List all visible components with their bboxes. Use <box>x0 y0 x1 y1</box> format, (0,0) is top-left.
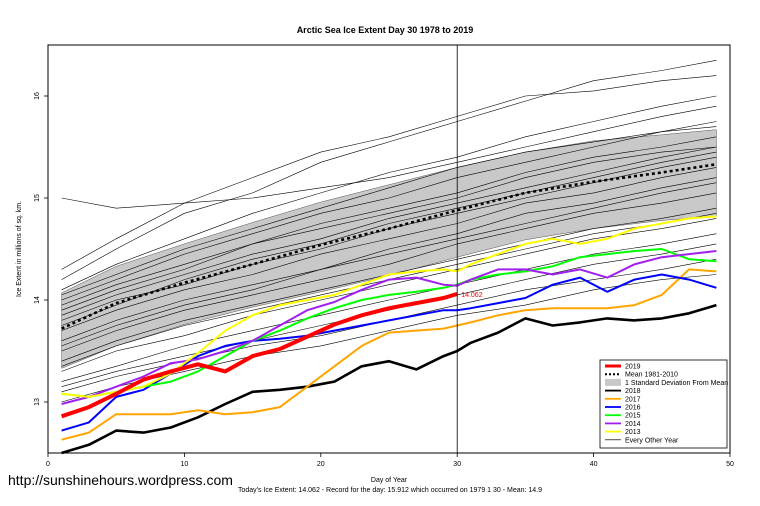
other-year-line <box>61 126 717 296</box>
legend-swatch <box>605 378 621 386</box>
x-tick-label: 20 <box>317 461 325 468</box>
other-year-line <box>61 274 717 403</box>
legend-label: 2017 <box>625 396 641 403</box>
other-year-line <box>61 146 717 311</box>
legend-label: Mean 1981-2010 <box>625 372 678 379</box>
legend-label: 2015 <box>625 413 641 420</box>
series-line-2019 <box>60 291 458 419</box>
other-year-line <box>61 192 717 352</box>
other-year-line <box>61 95 717 291</box>
other-year-line <box>61 151 717 326</box>
mean-layer <box>61 163 717 330</box>
x-tick-label: 50 <box>726 461 734 468</box>
other-year-line <box>61 105 717 209</box>
y-tick-label: 13 <box>34 398 41 406</box>
legend-label: 1 Standard Deviation From Mean <box>625 380 728 387</box>
series-line-2015 <box>61 248 717 398</box>
y-tick-label: 14 <box>34 296 41 304</box>
footer-summary: Today's Ice Extent: 14.062 - Record for … <box>238 487 542 494</box>
x-tick-label: 30 <box>453 461 461 468</box>
legend-label: 2019 <box>625 364 641 371</box>
other-year-line <box>61 136 717 306</box>
footer-url: http://sunshinehours.wordpress.com <box>8 472 233 488</box>
other-year-line <box>61 121 717 301</box>
series-line-2017 <box>61 268 717 441</box>
legend-label: Every Other Year <box>625 437 679 444</box>
x-tick-label: 10 <box>181 461 189 468</box>
x-axis: 0 10 20 30 40 50 <box>46 453 734 468</box>
legend-label: 2018 <box>625 388 641 395</box>
current-value-label: 14.062 <box>461 292 483 299</box>
y-tick-label: 15 <box>34 194 41 202</box>
legend-box <box>599 359 728 449</box>
series-layer <box>60 215 717 455</box>
other-year-line <box>61 60 717 280</box>
other-year-line <box>61 75 717 270</box>
x-tick-label: 0 <box>46 461 50 468</box>
series-line-2014 <box>61 250 717 405</box>
other-year-line <box>61 167 717 331</box>
chart-title: Arctic Sea Ice Extent Day 30 1978 to 201… <box>297 25 474 35</box>
x-axis-label: Day of Year <box>371 477 408 484</box>
legend-label: 2013 <box>625 429 641 436</box>
other-year-line <box>61 146 717 316</box>
other-year-line <box>61 177 717 342</box>
x-tick-label: 40 <box>590 461 598 468</box>
other-year-line <box>61 182 717 347</box>
y-axis: 13 14 15 16 <box>34 92 48 406</box>
plot-frame <box>47 44 731 454</box>
y-tick-label: 16 <box>34 92 41 100</box>
series-line-2018 <box>61 303 717 455</box>
y-axis-label: Ice Extent in millions of sq. km. <box>16 201 23 297</box>
mean-line <box>61 163 717 330</box>
legend-label: 2016 <box>625 405 641 412</box>
legend-label: 2014 <box>625 421 641 428</box>
other-year-line <box>61 233 717 382</box>
